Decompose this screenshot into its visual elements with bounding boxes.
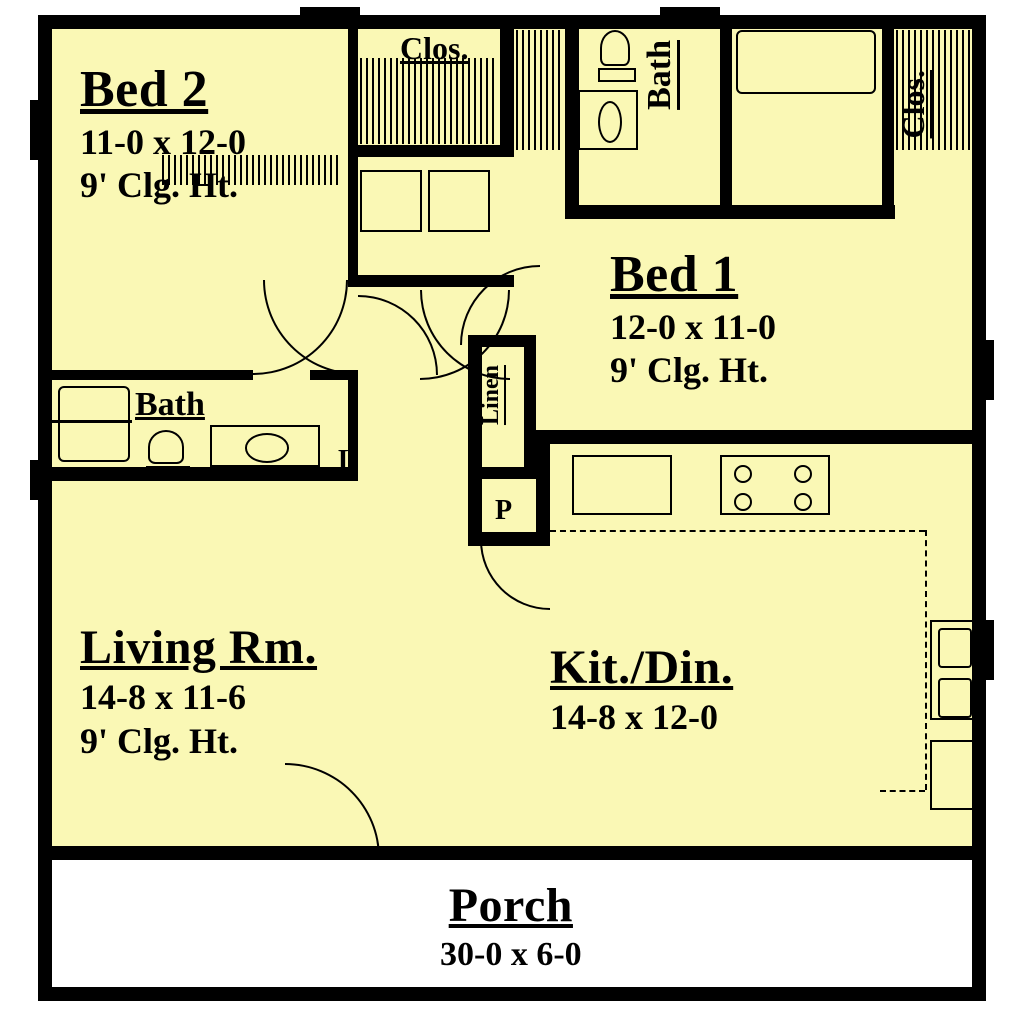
linen-title: Linen [478, 365, 504, 425]
kitchen-title: Kit./Din. [550, 640, 733, 695]
wall-tick [986, 620, 994, 680]
closet-hatch [516, 30, 564, 150]
pantry-title: P [495, 495, 512, 526]
wall [565, 15, 579, 215]
fixture-toilet [600, 30, 630, 66]
label-kitchen: Kit./Din. 14-8 x 12-0 [550, 640, 733, 739]
bath-left-title: Bath [135, 386, 205, 423]
fixture-washer [360, 170, 422, 232]
bed1-clg: 9' Clg. Ht. [610, 350, 776, 391]
label-bed1: Bed 1 12-0 x 11-0 9' Clg. Ht. [610, 245, 776, 392]
wall-tick [660, 7, 720, 15]
living-title: Living Rm. [80, 620, 317, 675]
label-laundry: L [338, 445, 357, 477]
label-bed2: Bed 2 11-0 x 12-0 9' Clg. Ht. [80, 60, 246, 207]
closet-hatch [360, 58, 498, 144]
wall [38, 370, 253, 380]
wall-tick [30, 460, 38, 500]
label-porch: Porch 30-0 x 6-0 [440, 878, 582, 974]
living-dims: 14-8 x 11-6 [80, 677, 317, 718]
wall [720, 15, 732, 215]
fixture-dbl-sink [930, 620, 976, 720]
wall-tick [30, 100, 38, 160]
porch-title: Porch [440, 878, 582, 933]
bed2-title: Bed 2 [80, 60, 246, 120]
wall-tick [760, 992, 880, 998]
fixture-dryer [428, 170, 490, 232]
label-bath-left: Bath [135, 385, 205, 424]
wall [348, 145, 508, 157]
porch-dims: 30-0 x 6-0 [440, 935, 582, 974]
fixture-cooktop [720, 455, 830, 515]
wall-tick [600, 847, 720, 853]
label-clos-tr: Clos. [895, 70, 932, 138]
counter-dashed [925, 530, 927, 790]
label-clos-tl: Clos. [400, 30, 468, 67]
floor-plan-diagram: { "colors":{ "interior_fill":"#faf8b5", … [0, 0, 1024, 1024]
laundry-title: L [338, 445, 357, 476]
label-living: Living Rm. 14-8 x 11-6 9' Clg. Ht. [80, 620, 317, 762]
clos-tr-title: Clos. [895, 70, 931, 138]
bath-top-title: Bath [641, 40, 678, 110]
label-bath-top: Bath [640, 40, 679, 110]
wall [468, 467, 536, 479]
wall-tick [300, 7, 360, 15]
wall [524, 335, 536, 475]
bed2-dims: 11-0 x 12-0 [80, 122, 246, 163]
kitchen-dims: 14-8 x 12-0 [550, 697, 733, 738]
fixture-tub-left [58, 386, 130, 462]
wall-tick [240, 847, 360, 853]
fixture-tub-top [736, 30, 876, 94]
fixture-dw [930, 740, 976, 810]
wall [348, 155, 358, 285]
wall [882, 15, 894, 215]
fixture-counter [572, 455, 672, 515]
counter-dashed [880, 790, 925, 792]
wall-tick [80, 992, 200, 998]
fixture-sink-vanity [578, 90, 638, 150]
wall-tick [760, 847, 880, 853]
wall [500, 15, 514, 157]
wall [536, 430, 986, 444]
bed1-title: Bed 1 [610, 245, 776, 305]
living-clg: 9' Clg. Ht. [80, 721, 317, 762]
bed1-dims: 12-0 x 11-0 [610, 307, 776, 348]
label-pantry: P [495, 495, 512, 527]
fixture-toilet [148, 430, 184, 464]
wall-tick [80, 847, 200, 853]
label-linen: Linen [478, 365, 506, 425]
wall [348, 15, 358, 155]
bed2-clg: 9' Clg. Ht. [80, 165, 246, 206]
fixture-sink-vanity [210, 425, 320, 467]
counter-dashed [550, 530, 925, 532]
wall [536, 430, 550, 546]
clos-tl-title: Clos. [400, 30, 468, 66]
wall-tick [986, 340, 994, 400]
